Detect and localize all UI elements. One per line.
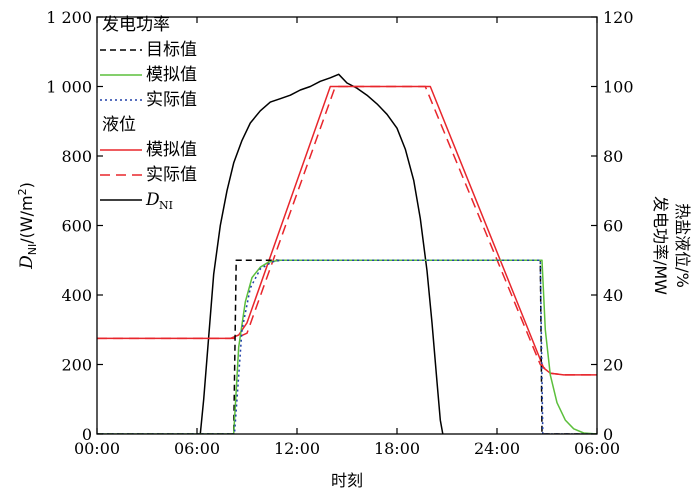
y-right-tick-label: 80 [603,147,623,166]
y-right-tick-label: 40 [603,286,623,305]
series-level-actual [97,85,597,376]
series-power-sim [97,259,597,434]
y-left-title-rest: /(W/m [17,195,36,243]
legend-label: 实际值 [146,165,197,185]
y-right-tick-label: 60 [603,217,623,236]
y-right-axis-title-level: 热盐液位/% [673,203,692,288]
y-right-axis-title-power: 发电功率/MW [651,196,670,295]
legend-label: D [145,190,160,210]
legend-label: 模拟值 [146,65,197,85]
y-left-tick-label: 0 [82,425,92,444]
y-left-title-sub: NI [26,244,39,255]
legend-label: 模拟值 [146,140,197,160]
x-axis-title: 时刻 [331,471,363,490]
x-tick-label: 00:00 [74,439,120,458]
x-tick-label: 06:00 [574,439,620,458]
legend-label: 实际值 [146,90,197,110]
x-tick-label: 18:00 [374,439,420,458]
y-left-tick-label: 1 200 [46,8,92,27]
y-right-tick-label: 0 [603,425,613,444]
ticks-layer: 00:00 06:00 12:00 18:00 24:00 06:000200400600… [46,8,633,458]
series-power-actual [97,259,597,434]
legend-label-sub: NI [159,199,173,212]
x-tick-label: 06:00 [174,439,220,458]
y-left-tick-label: 1 000 [46,78,92,97]
y-right-tick-label: 100 [603,78,634,97]
series-dni [199,73,444,434]
y-left-title-close: ) [17,182,36,188]
x-tick-label: 12:00 [274,439,320,458]
series-target [97,259,597,434]
y-right-tick-label: 20 [603,356,623,375]
y-left-title-sup: 2 [16,188,29,195]
y-left-tick-label: 400 [61,286,92,305]
legend-group-power-title: 发电功率 [102,15,170,35]
y-right-tick-label: 120 [603,8,634,27]
legend-label: 目标值 [146,40,197,60]
y-left-title-base: D [17,255,37,270]
y-left-axis-title: DNI/(W/m2) [16,182,39,270]
series-level-sim [97,85,597,376]
y-left-tick-label: 600 [61,217,92,236]
series-layer [97,73,597,434]
y-left-tick-label: 800 [61,147,92,166]
legend-group-level-title: 液位 [102,115,136,135]
y-left-tick-label: 200 [61,356,92,375]
x-tick-label: 24:00 [474,439,520,458]
